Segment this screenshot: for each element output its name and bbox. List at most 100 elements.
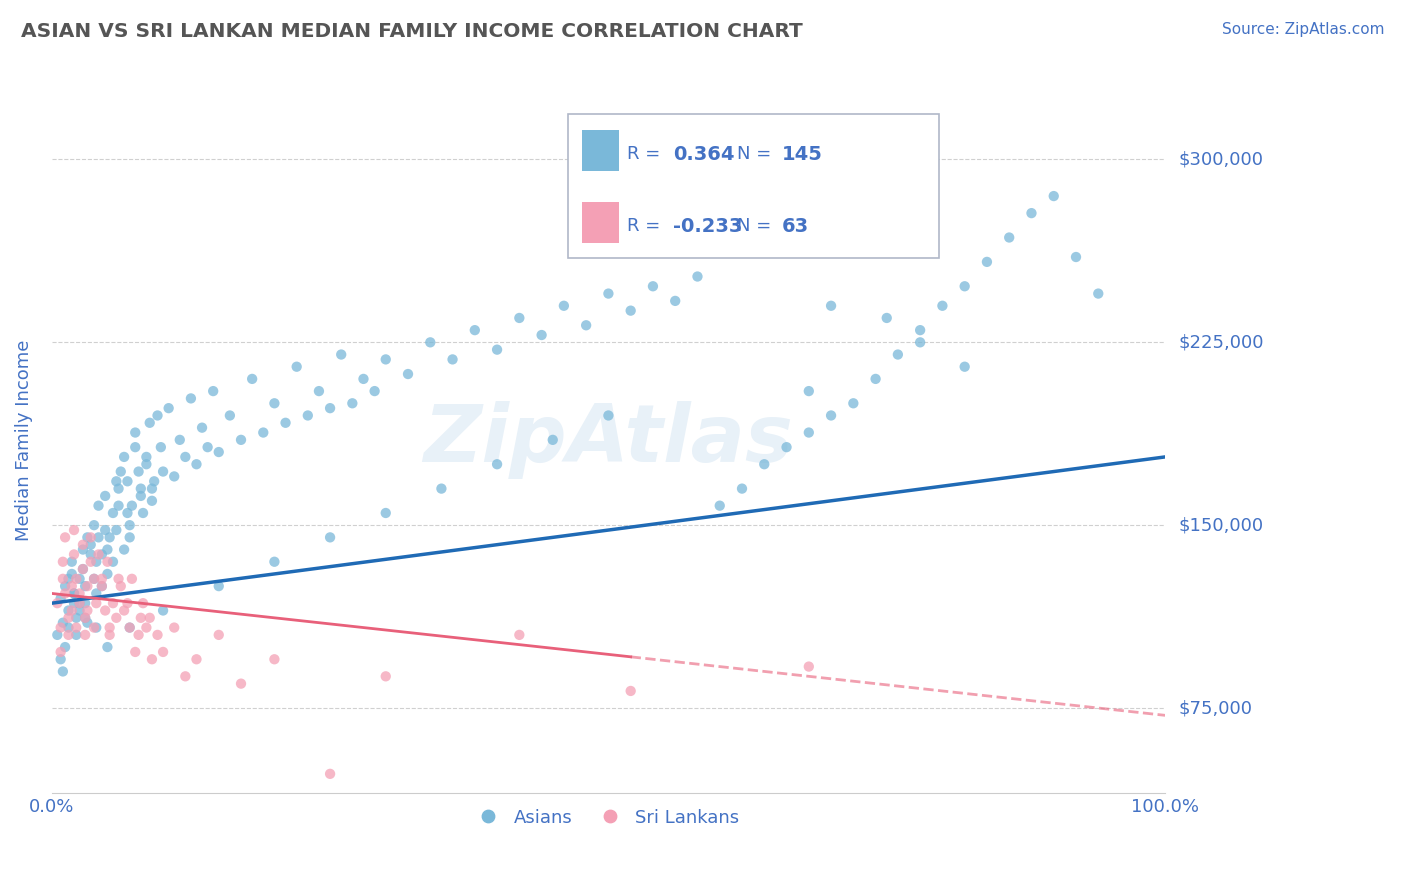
Point: [219, 409, 242, 423]
Point: [163, 621, 186, 635]
Point: [65, 572, 87, 586]
Point: [75, 579, 97, 593]
Point: [953, 359, 976, 374]
Point: [430, 482, 453, 496]
Point: [820, 409, 842, 423]
Point: [121, 499, 143, 513]
Point: [83, 572, 105, 586]
Point: [101, 596, 124, 610]
Point: [58, 603, 80, 617]
Point: [998, 230, 1021, 244]
Point: [174, 450, 197, 464]
Text: $300,000: $300,000: [1180, 151, 1264, 169]
Point: [52, 665, 75, 679]
Point: [87, 548, 110, 562]
Point: [263, 555, 285, 569]
Point: [53, 530, 76, 544]
Point: [508, 310, 530, 325]
Point: [252, 425, 274, 440]
Point: [152, 645, 174, 659]
Point: [84, 596, 107, 610]
Point: [620, 303, 643, 318]
Point: [72, 562, 94, 576]
Point: [63, 523, 86, 537]
Point: [90, 579, 112, 593]
Point: [117, 475, 139, 489]
Point: [129, 482, 152, 496]
Point: [575, 318, 598, 333]
Point: [96, 640, 118, 654]
Point: [72, 542, 94, 557]
Point: [129, 489, 152, 503]
Point: [110, 465, 132, 479]
Point: [58, 611, 80, 625]
Point: [931, 299, 953, 313]
Point: [75, 611, 97, 625]
Text: 63: 63: [782, 217, 808, 235]
Point: [124, 440, 146, 454]
Point: [553, 299, 575, 313]
Text: $150,000: $150,000: [1180, 516, 1264, 534]
Point: [149, 440, 172, 454]
Point: [319, 767, 342, 781]
Point: [84, 555, 107, 569]
Point: [709, 499, 731, 513]
Point: [197, 440, 219, 454]
Point: [419, 335, 441, 350]
Point: [63, 586, 86, 600]
Point: [72, 538, 94, 552]
Point: [163, 469, 186, 483]
Point: [731, 482, 754, 496]
Point: [112, 603, 135, 617]
Legend: Asians, Sri Lankans: Asians, Sri Lankans: [470, 800, 747, 834]
Point: [94, 489, 117, 503]
Point: [53, 586, 76, 600]
Point: [110, 579, 132, 593]
Point: [186, 652, 208, 666]
Point: [143, 475, 166, 489]
Text: R =: R =: [627, 218, 666, 235]
Point: [105, 523, 128, 537]
Point: [112, 450, 135, 464]
Point: [69, 596, 91, 610]
Point: [69, 572, 91, 586]
Point: [105, 611, 128, 625]
Point: [96, 542, 118, 557]
Point: [75, 596, 97, 610]
Point: [135, 450, 157, 464]
Point: [775, 440, 797, 454]
Point: [84, 586, 107, 600]
Point: [60, 603, 83, 617]
Point: [842, 396, 865, 410]
Text: $225,000: $225,000: [1180, 334, 1264, 351]
Point: [129, 611, 152, 625]
Text: ASIAN VS SRI LANKAN MEDIAN FAMILY INCOME CORRELATION CHART: ASIAN VS SRI LANKAN MEDIAN FAMILY INCOME…: [21, 22, 803, 41]
Point: [96, 566, 118, 581]
Point: [157, 401, 180, 416]
Point: [486, 457, 509, 471]
Point: [229, 433, 252, 447]
Point: [90, 579, 112, 593]
Point: [117, 506, 139, 520]
Point: [598, 409, 620, 423]
Point: [319, 401, 342, 416]
Text: R =: R =: [627, 145, 666, 163]
Point: [285, 359, 308, 374]
Point: [58, 628, 80, 642]
Point: [83, 572, 105, 586]
Point: [754, 457, 776, 471]
Point: [191, 420, 214, 434]
Point: [80, 530, 103, 544]
Point: [49, 591, 72, 606]
Point: [101, 506, 124, 520]
Point: [141, 482, 163, 496]
Point: [908, 323, 931, 337]
Point: [53, 640, 76, 654]
Point: [94, 523, 117, 537]
Point: [146, 628, 169, 642]
Point: [263, 396, 285, 410]
Point: [69, 586, 91, 600]
Point: [297, 409, 319, 423]
Point: [598, 286, 620, 301]
Point: [174, 669, 197, 683]
